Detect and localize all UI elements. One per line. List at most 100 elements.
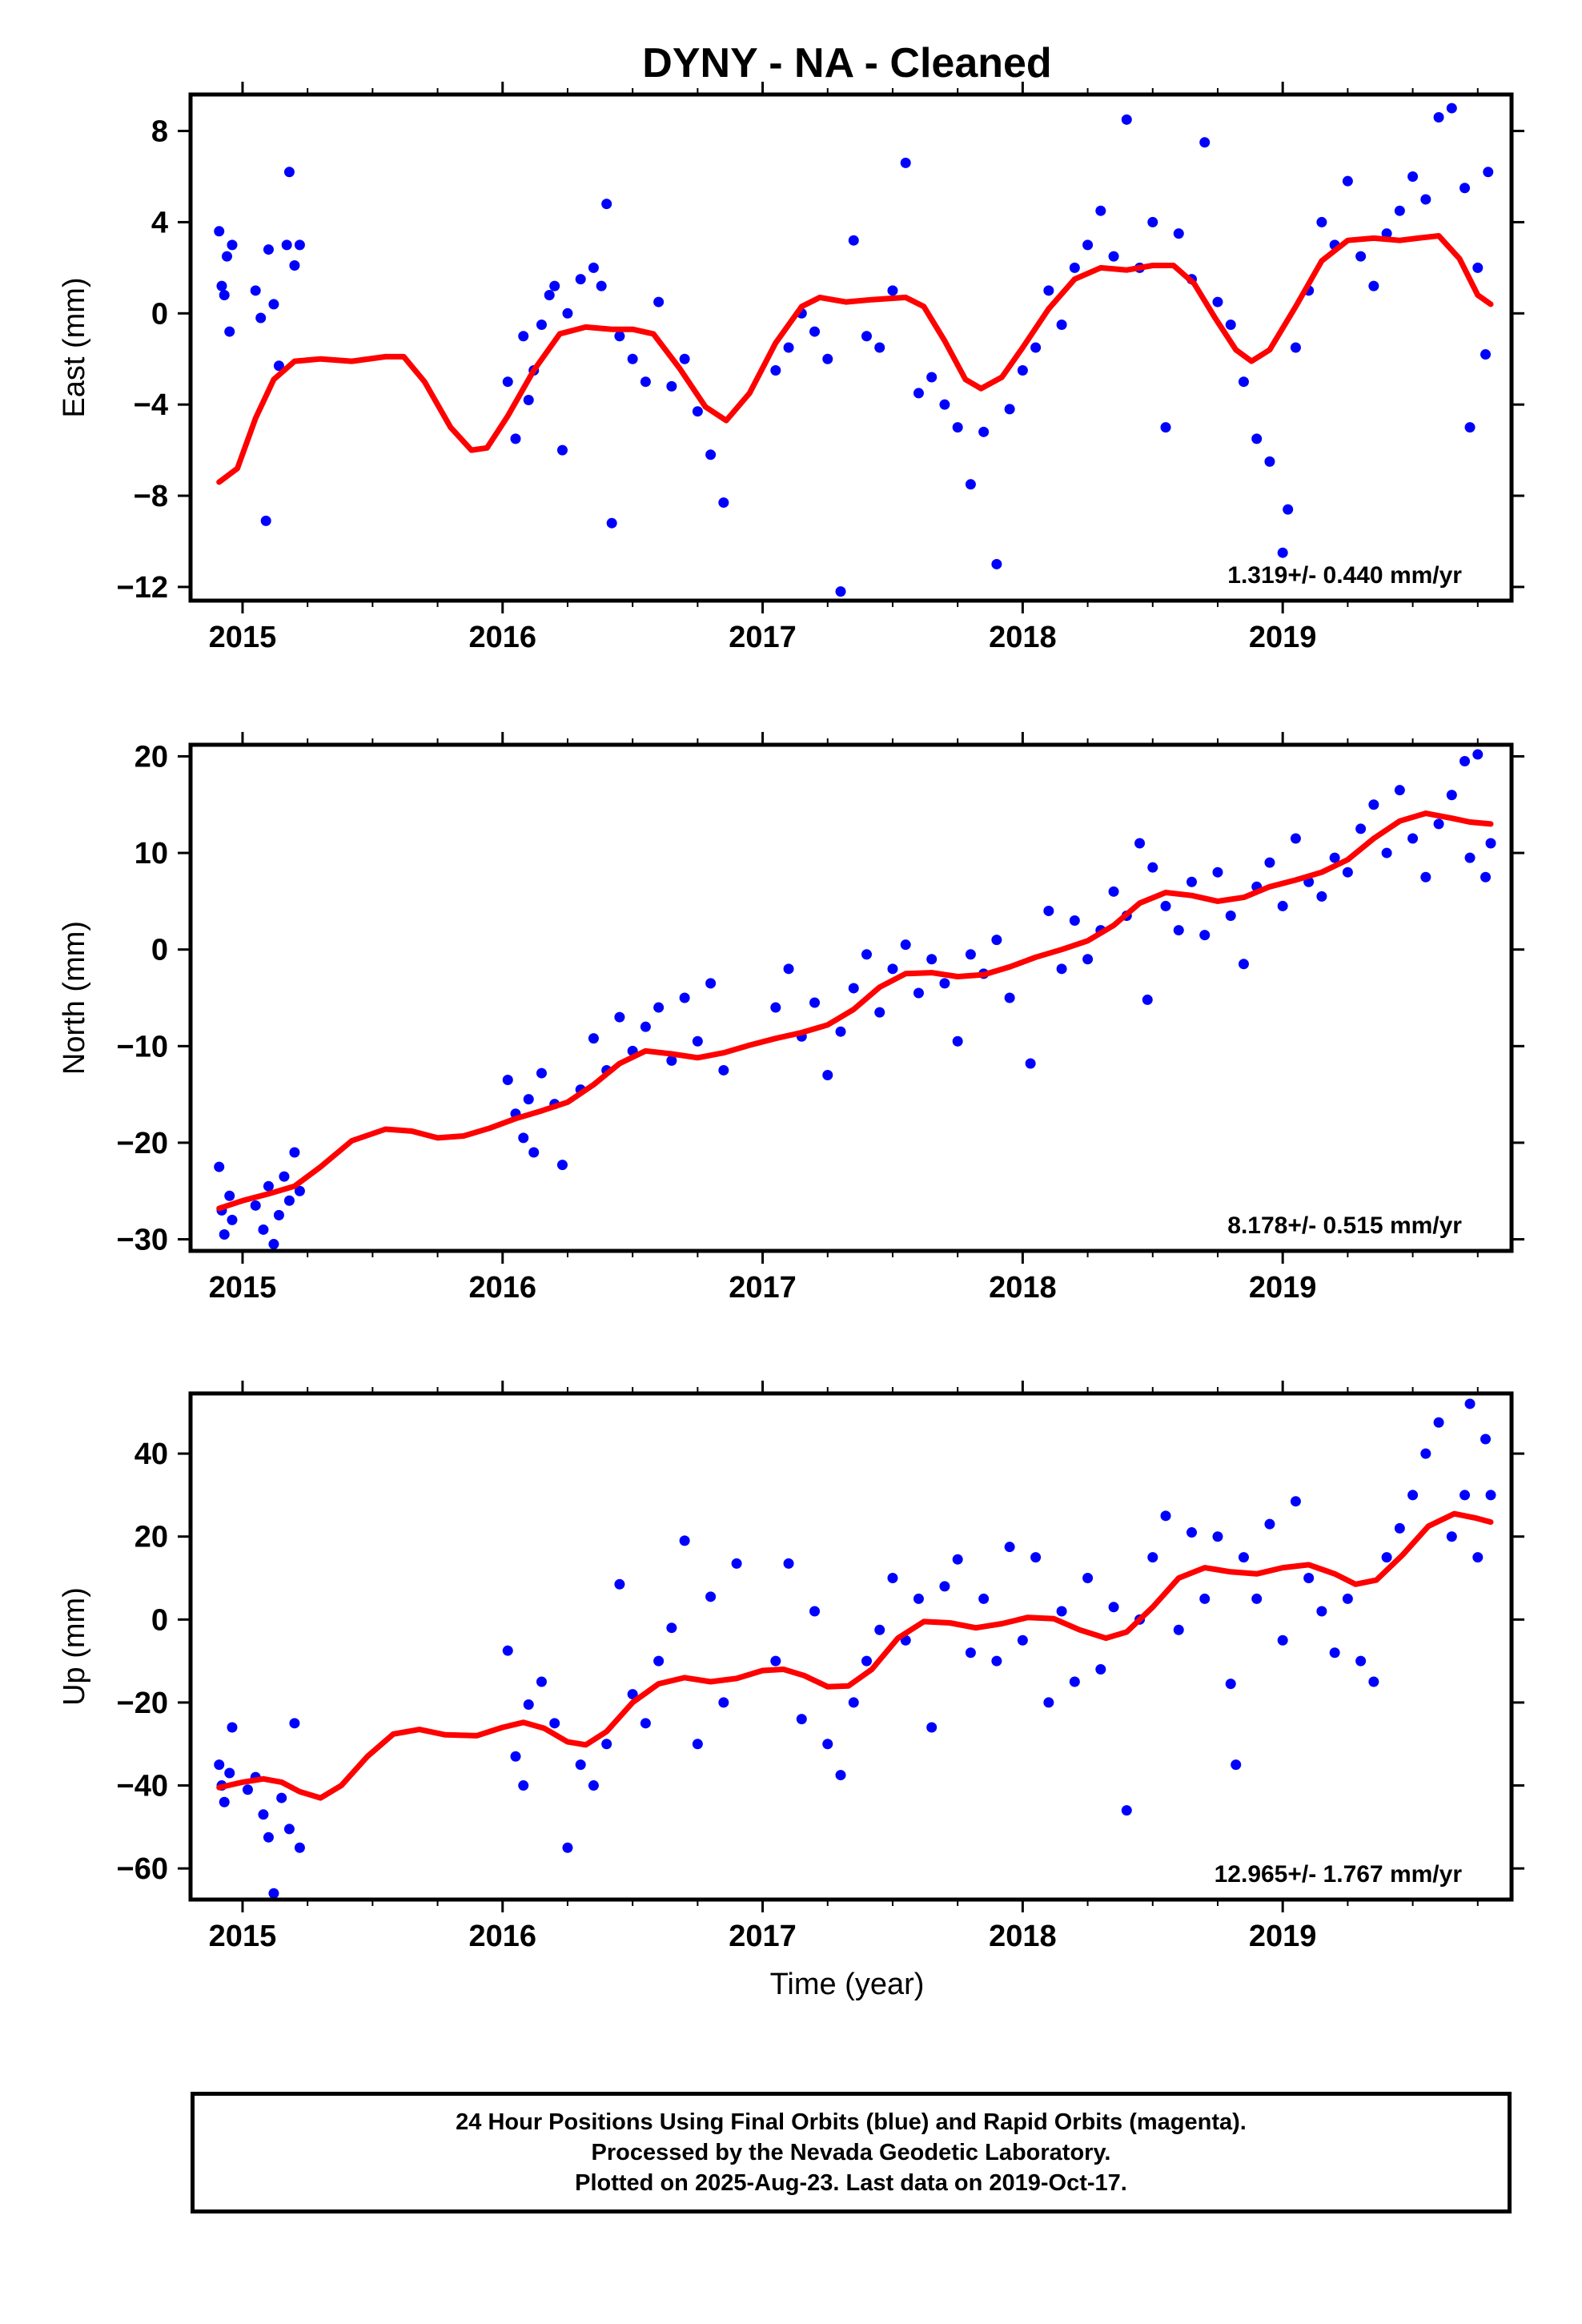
data-point <box>227 1722 238 1733</box>
data-point <box>1251 433 1263 444</box>
data-point <box>809 1606 821 1617</box>
data-point <box>1480 349 1492 360</box>
data-point <box>1147 1552 1158 1563</box>
data-point <box>528 1147 540 1158</box>
data-point <box>260 515 271 526</box>
data-point <box>1160 1510 1171 1522</box>
data-point <box>1283 504 1294 515</box>
data-point <box>219 1228 230 1240</box>
data-point <box>900 939 911 951</box>
data-point <box>601 1739 612 1750</box>
data-point <box>289 260 300 271</box>
data-point <box>861 1655 872 1667</box>
data-points <box>214 749 1496 1250</box>
data-points <box>214 103 1494 597</box>
y-tick-label: 20 <box>135 1521 168 1554</box>
data-point <box>1368 280 1379 292</box>
data-point <box>1238 1552 1249 1563</box>
data-point <box>1251 1593 1263 1604</box>
data-point <box>679 353 690 364</box>
data-point <box>1142 994 1153 1005</box>
data-point <box>653 1655 665 1667</box>
data-point <box>224 1190 235 1201</box>
data-point <box>1121 114 1132 125</box>
data-point <box>991 935 1002 946</box>
data-point <box>283 1195 295 1206</box>
x-tick-label: 2018 <box>989 1920 1057 1953</box>
data-point <box>250 285 261 296</box>
data-point <box>242 1784 253 1795</box>
data-point <box>601 199 612 210</box>
data-point <box>1238 959 1249 970</box>
data-point <box>255 312 267 324</box>
data-point <box>219 1796 230 1807</box>
data-point <box>214 226 225 237</box>
data-point <box>1108 1602 1119 1613</box>
data-point <box>1173 925 1184 936</box>
data-point <box>1472 1552 1484 1563</box>
data-point <box>1329 1647 1340 1659</box>
data-point <box>1160 900 1171 911</box>
data-point <box>1485 838 1496 849</box>
data-point <box>861 331 872 342</box>
data-point <box>770 364 781 376</box>
data-point <box>1329 852 1340 863</box>
data-point <box>1290 1496 1301 1507</box>
data-point <box>1485 1490 1496 1501</box>
x-tick-label: 2019 <box>1249 1271 1317 1305</box>
data-point <box>1069 262 1080 273</box>
data-point <box>1381 228 1392 239</box>
data-point <box>1420 1448 1431 1459</box>
data-point <box>1342 1593 1353 1604</box>
data-point <box>952 1554 963 1565</box>
data-point <box>1160 422 1171 433</box>
footer-info-box: 24 Hour Positions Using Final Orbits (bl… <box>191 2092 1512 2213</box>
x-tick-label: 2018 <box>989 1271 1057 1305</box>
data-point <box>1199 930 1211 941</box>
data-point <box>1277 547 1288 558</box>
data-point <box>1231 1759 1242 1771</box>
data-point <box>1212 296 1223 308</box>
data-point <box>544 290 555 301</box>
data-point <box>258 1224 269 1235</box>
data-point <box>1004 404 1015 415</box>
y-tick-label: 4 <box>151 206 168 239</box>
y-tick-label: −8 <box>134 480 168 513</box>
x-tick-label: 2018 <box>989 621 1057 654</box>
data-point <box>273 1209 284 1220</box>
y-tick-label: −60 <box>117 1852 168 1886</box>
y-tick-label: −40 <box>117 1770 168 1803</box>
data-point <box>1355 251 1367 262</box>
data-point <box>219 290 230 301</box>
data-point <box>1316 891 1327 902</box>
data-point <box>1464 422 1476 433</box>
data-point <box>848 1697 859 1708</box>
data-point <box>1082 239 1094 251</box>
data-point <box>965 479 976 490</box>
data-point <box>1420 871 1431 883</box>
data-point <box>1069 915 1080 927</box>
data-point <box>1446 103 1457 114</box>
data-point <box>1199 137 1211 148</box>
data-point <box>1290 342 1301 353</box>
data-point <box>536 320 547 331</box>
x-tick-label: 2015 <box>209 621 277 654</box>
data-point <box>809 997 821 1008</box>
data-point <box>250 1200 261 1211</box>
data-point <box>666 1622 677 1634</box>
plot-frame <box>188 92 1514 603</box>
data-point <box>614 1578 625 1590</box>
data-point <box>965 1647 976 1659</box>
data-point <box>718 1064 729 1076</box>
data-point <box>848 983 859 994</box>
data-point <box>926 1722 938 1733</box>
data-point <box>835 1770 846 1781</box>
data-point <box>1342 175 1353 187</box>
x-tick-label: 2017 <box>729 1271 797 1305</box>
y-axis-label: East (mm) <box>58 277 91 417</box>
data-point <box>614 1011 625 1023</box>
data-point <box>1381 847 1392 858</box>
data-point <box>640 1021 651 1032</box>
data-point <box>1056 1606 1067 1617</box>
data-point <box>822 353 833 364</box>
